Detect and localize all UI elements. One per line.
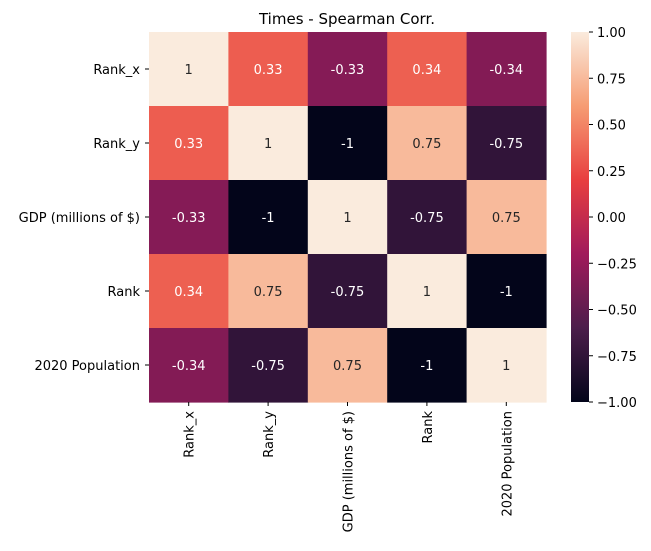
column-label: Rank_y — [262, 411, 277, 458]
heatmap-cell — [466, 328, 547, 403]
cell-value-label: -1 — [262, 211, 275, 226]
cell-value-label: 1 — [343, 211, 351, 226]
cell-value-label: 1 — [502, 359, 510, 374]
cell-value-label: 1 — [185, 63, 193, 78]
heatmap-cell — [466, 254, 547, 329]
row-labels: Rank_x Rank_y GDP (millions of $) Rank 2020 … — [19, 63, 149, 374]
colorbar: 1.00 0.75 0.50 0.25 0.00 −0.25 −0.50 −0.75 −1.00 — [571, 26, 637, 411]
heatmap-cell — [387, 32, 468, 107]
heatmap-cell — [307, 328, 388, 403]
heatmap-cell — [307, 180, 388, 255]
heatmap-cell — [228, 106, 309, 181]
cell-value-label: -0.75 — [489, 137, 523, 152]
heatmap-cell — [307, 106, 388, 181]
colorbar-tick-label: −0.25 — [597, 257, 637, 272]
heatmap-cell — [466, 106, 547, 181]
cell-value-label: -0.75 — [331, 285, 365, 300]
cell-value-label: 0.75 — [254, 285, 283, 300]
heatmap-cell — [307, 32, 388, 107]
column-label: 2020 Population — [500, 411, 515, 517]
heatmap-cell — [149, 328, 229, 403]
cell-value-label: 1 — [423, 285, 431, 300]
column-labels: Rank_x Rank_y GDP (millions of $) Rank 2020 … — [183, 402, 515, 532]
cell-value-label: -1 — [420, 359, 433, 374]
heatmap-cell — [149, 254, 229, 329]
cell-value-label: 1 — [264, 137, 272, 152]
column-label: GDP (millions of $) — [342, 411, 357, 532]
colorbar-tick-label: 0.50 — [597, 119, 626, 134]
heatmap-cell — [149, 180, 229, 255]
heatmap-cells: 1 0.33 -0.33 0.34 -0.34 0.33 1 -1 0.75 -0.75 -0.33… — [149, 32, 547, 403]
cell-value-label: -0.34 — [489, 63, 523, 78]
heatmap-cell — [149, 106, 229, 181]
heatmap-cell — [149, 32, 229, 107]
cell-value-label: 0.75 — [492, 211, 521, 226]
heatmap-cell — [466, 180, 547, 255]
cell-value-label: 0.75 — [333, 359, 362, 374]
cell-value-label: 0.34 — [412, 63, 441, 78]
cell-value-label: -0.33 — [172, 211, 206, 226]
cell-value-label: -1 — [500, 285, 513, 300]
row-label: GDP (millions of $) — [19, 211, 140, 226]
heatmap-cell — [466, 32, 547, 107]
column-label: Rank — [421, 411, 436, 444]
colorbar-tick-label: 0.00 — [597, 211, 626, 226]
row-label: Rank_y — [93, 137, 140, 152]
colorbar-tick-label: −0.75 — [597, 350, 637, 365]
cell-value-label: 0.33 — [254, 63, 283, 78]
colorbar-tick-label: 0.25 — [597, 165, 626, 180]
heatmap-cell — [387, 106, 468, 181]
heatmap-cell — [228, 328, 309, 403]
cell-value-label: -0.33 — [331, 63, 365, 78]
colorbar-tick-label: −1.00 — [597, 396, 637, 411]
cell-value-label: -0.75 — [410, 211, 444, 226]
cell-value-label: 0.75 — [412, 137, 441, 152]
cell-value-label: 0.33 — [174, 137, 203, 152]
row-label: Rank — [108, 285, 141, 300]
cell-value-label: -1 — [341, 137, 354, 152]
colorbar-tick-label: 0.75 — [597, 72, 626, 87]
heatmap-cell — [228, 32, 309, 107]
row-label: 2020 Population — [34, 359, 140, 374]
cell-value-label: -0.34 — [172, 359, 206, 374]
heatmap-cell — [307, 254, 388, 329]
heatmap-cell — [387, 328, 468, 403]
heatmap-cell — [228, 180, 309, 255]
chart-title: Times - Spearman Corr. — [258, 10, 435, 28]
column-label: Rank_x — [183, 411, 198, 458]
colorbar-tick-label: −0.50 — [597, 304, 637, 319]
colorbar-tick-label: 1.00 — [597, 26, 626, 41]
colorbar-gradient — [571, 32, 589, 402]
cell-value-label: -0.75 — [251, 359, 285, 374]
row-label: Rank_x — [93, 63, 140, 78]
heatmap-cell — [387, 180, 468, 255]
cell-value-label: 0.34 — [174, 285, 203, 300]
heatmap-cell — [228, 254, 309, 329]
heatmap-cell — [387, 254, 468, 329]
